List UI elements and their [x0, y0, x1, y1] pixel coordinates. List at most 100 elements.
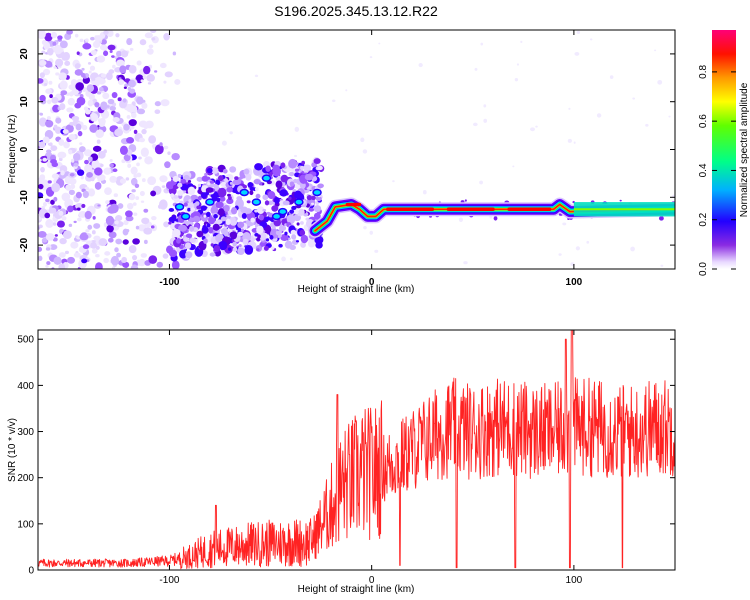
spectrogram-blob	[230, 207, 238, 215]
spectrogram-blob	[98, 238, 108, 247]
spectrogram-blob	[144, 32, 153, 39]
spectrogram-y-tick-label: 20	[19, 48, 30, 60]
spectrogram-blob	[55, 47, 64, 53]
spectrogram-blob	[103, 167, 112, 175]
spectrogram-blob	[59, 40, 68, 49]
spectrogram-blob	[345, 89, 348, 92]
spectrogram-y-label: Frequency (Hz)	[7, 115, 18, 184]
spectrogram-blob	[369, 230, 373, 235]
snr-y-tick-label: 500	[17, 335, 34, 346]
spectrogram-blob	[112, 168, 118, 173]
spectrogram-blob	[55, 58, 64, 67]
spectrogram-blob	[138, 259, 146, 267]
spectrogram-blob	[91, 248, 98, 254]
spectrogram-blob	[241, 212, 247, 219]
spectrogram-blob	[84, 210, 92, 220]
spectrogram-blob	[128, 193, 136, 201]
spectrogram-blob	[205, 187, 214, 193]
spectrogram-blob	[657, 79, 663, 85]
spectrogram-blob	[173, 195, 179, 199]
spectrogram-blob	[39, 112, 44, 116]
spectrogram-blob	[50, 31, 58, 39]
colorbar-gradient	[712, 30, 736, 269]
spectrogram-blob	[288, 158, 298, 169]
spectrogram-blob	[250, 217, 256, 223]
spectrogram-blob	[472, 122, 478, 127]
spectrogram-blob	[267, 191, 276, 200]
snr-y-tick-label: 200	[17, 473, 34, 484]
snr-y-tick-label: 400	[17, 381, 34, 392]
spectrogram-blob	[104, 251, 111, 256]
spectrogram-blob	[298, 193, 304, 199]
spectrogram-blob	[105, 215, 115, 226]
spectrogram-blob	[132, 238, 140, 245]
spectrogram-blob	[95, 129, 104, 138]
spectrogram-blob	[44, 83, 48, 86]
spectrogram-blob	[114, 220, 119, 225]
spectrogram-blob	[645, 123, 649, 127]
spectrogram-blob	[216, 197, 221, 203]
spectrogram-blob	[163, 32, 170, 41]
spectrogram-blob	[210, 206, 219, 215]
spectrogram-blob	[173, 209, 178, 214]
spectrogram-blob	[299, 229, 306, 236]
spectrogram-blob	[114, 247, 119, 253]
spectrogram-blob	[130, 166, 138, 175]
spectrogram-blob	[262, 208, 267, 212]
spectrogram-blob	[67, 256, 76, 264]
spectrogram-blob	[293, 178, 298, 183]
spectrogram-blob	[188, 217, 194, 223]
spectrogram-blob	[458, 217, 464, 223]
spectrogram-blob	[140, 147, 149, 158]
spectrogram-blob	[42, 136, 50, 144]
spectrogram-blob	[154, 101, 161, 107]
spectrogram-blob	[520, 40, 523, 43]
colorbar: 0.0 0.2 0.4 0.6 0.8 Normalized spectral ampl…	[698, 30, 750, 276]
spectrogram-blob	[159, 62, 167, 69]
spectrogram-blob	[38, 183, 44, 190]
spectrogram-blob	[262, 194, 269, 201]
spectrogram-blob	[112, 64, 116, 69]
spectrogram-blob	[207, 181, 211, 186]
spectrogram-blob	[134, 183, 140, 188]
spectrogram-blob	[68, 223, 73, 227]
spectrogram-blob	[122, 261, 130, 268]
spectrogram-blob	[76, 96, 86, 106]
spectrogram-blob	[154, 70, 158, 73]
spectrogram-blob	[141, 217, 150, 225]
spectrogram-blob	[237, 231, 244, 237]
spectrogram-blob	[225, 218, 231, 226]
spectrogram-blob	[422, 190, 427, 195]
spectrogram-blob	[104, 187, 112, 195]
spectrogram-blob	[125, 228, 130, 233]
spectrogram-blob	[106, 105, 110, 108]
spectrogram-blob	[87, 156, 93, 162]
spectrogram-blob	[39, 59, 47, 66]
spectrogram-blob	[143, 65, 151, 75]
spectrogram-blob	[125, 210, 133, 218]
spectrogram-blob	[88, 93, 95, 100]
spectrogram-blob	[91, 230, 96, 235]
spectrogram-blob	[558, 253, 562, 256]
spectrogram-blob	[143, 208, 149, 213]
spectrogram-blob	[40, 166, 45, 173]
spectrogram-blob	[237, 221, 245, 229]
spectrogram-hotspot	[205, 198, 215, 206]
spectrogram-blob	[115, 238, 123, 245]
spectrogram-blob	[94, 35, 103, 42]
spectrogram-blob	[136, 60, 142, 66]
spectrogram-blob	[303, 169, 307, 173]
spectrogram-blob	[586, 240, 590, 244]
spectrogram-blob	[294, 126, 300, 132]
spectrogram-blob	[45, 247, 51, 251]
spectrogram-blob	[38, 255, 43, 262]
spectrogram-blob	[76, 207, 81, 211]
spectrogram-blob	[95, 254, 100, 258]
spectrogram-blob	[246, 200, 251, 204]
spectrogram-blob	[110, 255, 120, 266]
spectrogram-blob	[109, 163, 115, 168]
spectrogram-blob	[217, 187, 227, 198]
spectrogram-blob	[220, 216, 227, 222]
spectrogram-blob	[310, 202, 315, 206]
spectrogram-blob	[98, 86, 104, 92]
